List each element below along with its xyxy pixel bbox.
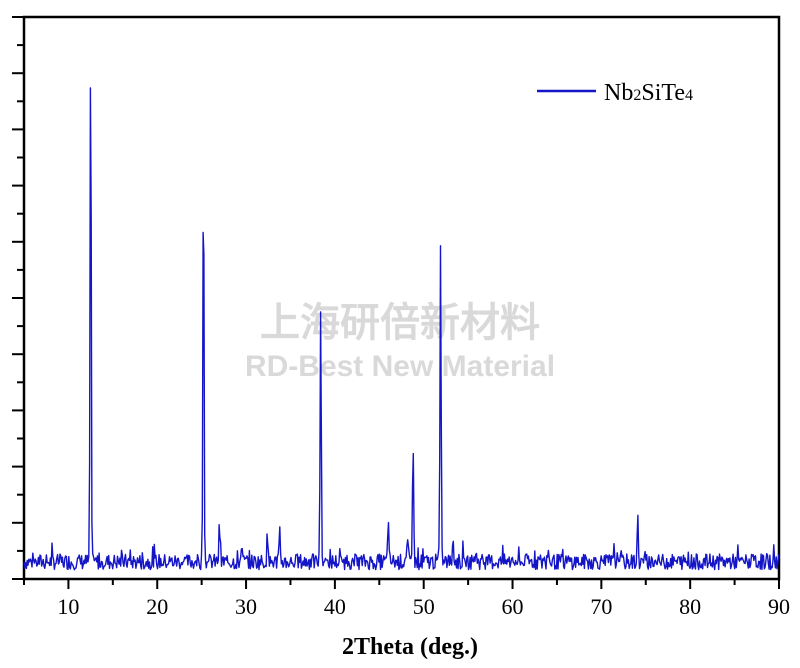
x-tick-label: 30 bbox=[235, 594, 257, 619]
x-tick-label: 40 bbox=[324, 594, 346, 619]
watermark-chinese: 上海研倍新材料 bbox=[260, 300, 540, 346]
x-tick-label: 50 bbox=[413, 594, 435, 619]
legend-label-site: SiTe bbox=[641, 80, 685, 106]
y-axis-ticks bbox=[12, 16, 24, 580]
series-line-nb2site4 bbox=[23, 87, 780, 571]
watermark-english: RD-Best New Material bbox=[245, 350, 555, 383]
x-tick-label: 20 bbox=[146, 594, 168, 619]
x-tick-label: 10 bbox=[57, 594, 79, 619]
x-axis-ticks: 10 20 30 40 50 60 70 80 90 bbox=[23, 579, 790, 619]
legend-label-nb: Nb bbox=[604, 80, 633, 106]
x-tick-label: 70 bbox=[590, 594, 612, 619]
legend-label-sub2: 4 bbox=[685, 87, 693, 104]
x-tick-label: 90 bbox=[768, 594, 790, 619]
legend-label-sub1: 2 bbox=[633, 87, 641, 104]
legend: Nb2SiTe4 bbox=[537, 80, 693, 106]
x-axis-title: 2Theta (deg.) bbox=[342, 634, 478, 660]
x-tick-label: 80 bbox=[679, 594, 701, 619]
legend-label: Nb2SiTe4 bbox=[604, 80, 693, 106]
x-tick-label: 60 bbox=[502, 594, 524, 619]
